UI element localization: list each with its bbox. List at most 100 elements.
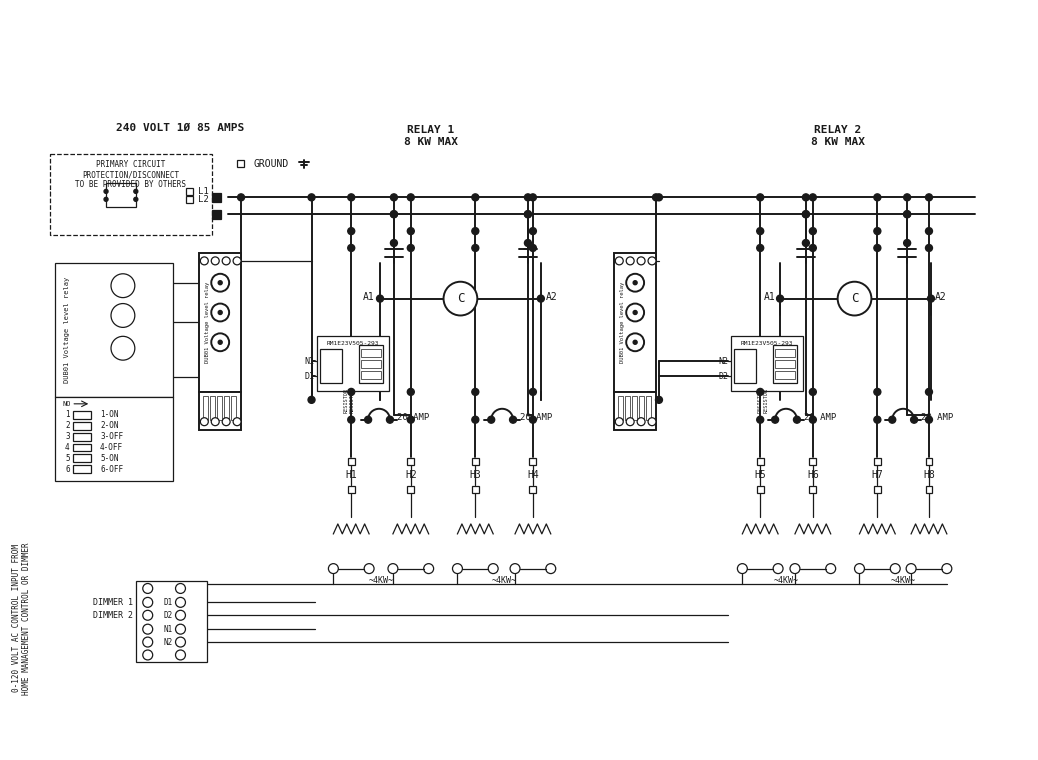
Text: 0-120 VOLT AC CONTROL INPUT FROM
HOME MANAGEMENT CONTROL OR DIMMER: 0-120 VOLT AC CONTROL INPUT FROM HOME MA… [12,542,31,695]
Circle shape [390,239,398,246]
Circle shape [524,211,531,217]
Text: DIMMER 1: DIMMER 1 [92,598,133,607]
Text: DUB01 Voltage level relay: DUB01 Voltage level relay [620,282,625,363]
Bar [773,345,797,383]
Circle shape [472,228,479,235]
Circle shape [529,388,537,395]
Circle shape [904,211,910,217]
Text: 20 AMP: 20 AMP [921,413,953,423]
Circle shape [134,198,138,201]
Text: H5: H5 [755,470,766,480]
Text: NO: NO [62,401,72,407]
Circle shape [906,564,917,574]
Text: 3: 3 [65,432,70,441]
Circle shape [524,211,531,217]
Bar [361,360,381,368]
Text: A1: A1 [764,292,776,302]
Text: 20 AMP: 20 AMP [520,413,552,423]
Text: 20 AMP: 20 AMP [803,413,837,423]
Circle shape [143,624,153,634]
Circle shape [874,194,881,201]
Circle shape [633,340,637,344]
Circle shape [757,416,764,423]
Circle shape [926,388,932,395]
Circle shape [810,228,816,235]
Circle shape [488,416,495,423]
Bar [529,458,537,465]
Circle shape [348,416,355,423]
Circle shape [212,274,229,292]
Bar [775,350,795,357]
Circle shape [234,418,241,426]
Text: N1: N1 [304,356,315,366]
Circle shape [626,418,634,426]
Bar [106,183,136,207]
Circle shape [472,245,479,252]
Text: ~4KW~: ~4KW~ [368,576,393,585]
Circle shape [407,388,414,395]
Text: C: C [457,292,464,305]
Bar [639,396,644,420]
Text: L2: L2 [198,195,209,204]
Bar [757,458,764,465]
Text: 240 VOLT 1Ø 85 AMPS: 240 VOLT 1Ø 85 AMPS [116,123,244,133]
Text: 2-ON: 2-ON [100,421,118,430]
Bar [199,253,241,392]
Text: A2: A2 [546,292,557,302]
Bar [212,193,221,202]
Circle shape [407,228,414,235]
Bar [74,444,91,451]
Circle shape [802,194,810,201]
Circle shape [218,311,222,315]
Circle shape [757,194,764,201]
Circle shape [175,624,186,634]
Circle shape [143,637,153,647]
Text: 4: 4 [65,443,70,452]
Bar [361,350,381,357]
Circle shape [472,194,479,201]
Circle shape [529,245,537,252]
Circle shape [626,303,644,321]
Circle shape [874,388,881,395]
Circle shape [524,194,531,201]
Circle shape [175,610,186,620]
Circle shape [348,228,355,235]
Circle shape [212,418,219,426]
Bar [735,350,757,383]
Circle shape [655,397,662,404]
Text: 4-OFF: 4-OFF [100,443,124,452]
Bar [874,458,881,465]
Text: 6: 6 [65,465,70,473]
Circle shape [854,564,865,574]
Circle shape [546,564,555,574]
Text: 6-OFF: 6-OFF [100,465,124,473]
Circle shape [904,239,910,246]
Text: ~4KW~: ~4KW~ [492,576,517,585]
Circle shape [616,418,623,426]
Text: ~4KW~: ~4KW~ [773,576,798,585]
Circle shape [443,282,477,315]
Circle shape [348,194,355,201]
Circle shape [810,194,816,201]
Circle shape [175,650,186,660]
Bar [74,432,82,441]
Text: PRIMARY CIRCUIT
PROTECTION/DISCONNECT
TO BE PROVIDED BY OTHERS: PRIMARY CIRCUIT PROTECTION/DISCONNECT TO… [76,160,187,189]
Bar [732,337,803,391]
Circle shape [453,564,462,574]
Text: 5-ON: 5-ON [100,454,118,463]
Bar [74,454,91,462]
Text: 1-ON: 1-ON [100,410,118,420]
Circle shape [472,416,479,423]
Text: RESISTOR
RESISTOR: RESISTOR RESISTOR [344,388,355,413]
Circle shape [218,340,222,344]
Text: H1: H1 [346,470,357,480]
Text: N1: N1 [164,625,173,634]
Circle shape [524,239,531,246]
Circle shape [891,564,900,574]
Circle shape [637,257,645,264]
Circle shape [111,303,135,328]
Bar [361,371,381,379]
Circle shape [529,194,537,201]
Bar [211,396,215,420]
Bar [348,458,355,465]
